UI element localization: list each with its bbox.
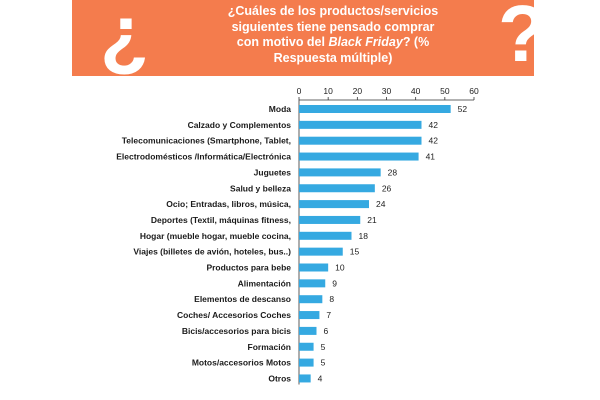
title-banner [72,0,534,76]
data-label: 24 [376,199,386,209]
category-label: Ocio; Entradas, libros, música, [166,199,291,209]
bar [299,374,311,383]
bar [299,168,381,177]
category-label: Motos/accesorios Motos [192,358,291,368]
bar [299,215,361,224]
bar [299,311,320,320]
category-label: Hogar (mueble hogar, mueble cocina, [140,231,291,241]
category-label: Productos para bebe [206,263,291,273]
bar [299,184,375,193]
title-line-3-start: con motivo del [236,35,329,49]
category-label: Electrodomésticos /Informática/Electróni… [116,152,291,162]
x-tick-label: 50 [440,86,450,96]
x-tick-label: 60 [469,86,479,96]
category-label: Juguetes [254,167,292,177]
category-label: Deportes (Textil, máquinas fitness, [151,215,291,225]
bar [299,231,352,240]
data-label: 15 [350,247,360,257]
bar [299,152,419,161]
data-label: 4 [318,373,323,383]
bar [299,120,422,129]
category-label: Formación [248,342,291,352]
chart-title: ¿Cuáles de los productos/servicios sigui… [168,4,498,66]
open-question-mark-icon: ¿ [100,0,149,78]
x-tick-label: 10 [323,86,333,96]
category-label: Elementos de descanso [194,294,291,304]
data-label: 41 [426,152,436,162]
data-label: 9 [332,278,337,288]
data-label: 52 [458,104,468,114]
category-label: Viajes (billetes de avión, hoteles, bus.… [133,247,291,257]
bar [299,342,314,351]
x-tick-label: 40 [411,86,421,96]
x-tick-label: 30 [382,86,392,96]
title-line-3-end: ? (% [402,35,430,49]
bar [299,326,317,335]
bar [299,358,314,367]
data-label: 18 [359,231,369,241]
data-label: 5 [321,358,326,368]
bar [299,200,369,209]
category-label: Coches/ Accesorios Coches [177,310,291,320]
data-label: 42 [429,120,439,130]
data-label: 28 [388,167,398,177]
bar [299,105,451,113]
data-label: 7 [326,310,331,320]
category-label: Otros [268,373,291,383]
title-line-4: Respuesta múltiple) [273,50,393,65]
close-question-mark-icon: ? [498,0,547,78]
category-label: Salud y belleza [230,183,291,193]
data-label: 42 [429,136,439,146]
title-line-3: con motivo del Black Friday? (% [168,35,498,51]
category-label: Calzado y Complementos [188,120,292,130]
bar [299,279,326,288]
data-label: 26 [382,183,392,193]
data-label: 21 [367,215,377,225]
bar [299,295,323,304]
bar [299,247,343,256]
title-line-1: ¿Cuáles de los productos/servicios [227,4,439,18]
title-black-friday: Black Friday [328,35,403,49]
data-label: 10 [335,263,345,273]
category-label: Bicis/accesorios para bicis [182,326,291,336]
title-line-2: siguientes tiene pensado comprar [231,19,435,34]
x-tick-label: 20 [353,86,363,96]
data-label: 6 [324,326,329,336]
bar [299,263,329,272]
data-label: 8 [329,294,334,304]
data-label: 5 [321,342,326,352]
category-label: Alimentación [238,278,291,288]
bar [299,136,422,145]
category-label: Moda [269,104,291,114]
category-label: Telecomunicaciones (Smartphone, Tablet, [122,136,291,146]
x-tick-label: 0 [297,86,302,96]
